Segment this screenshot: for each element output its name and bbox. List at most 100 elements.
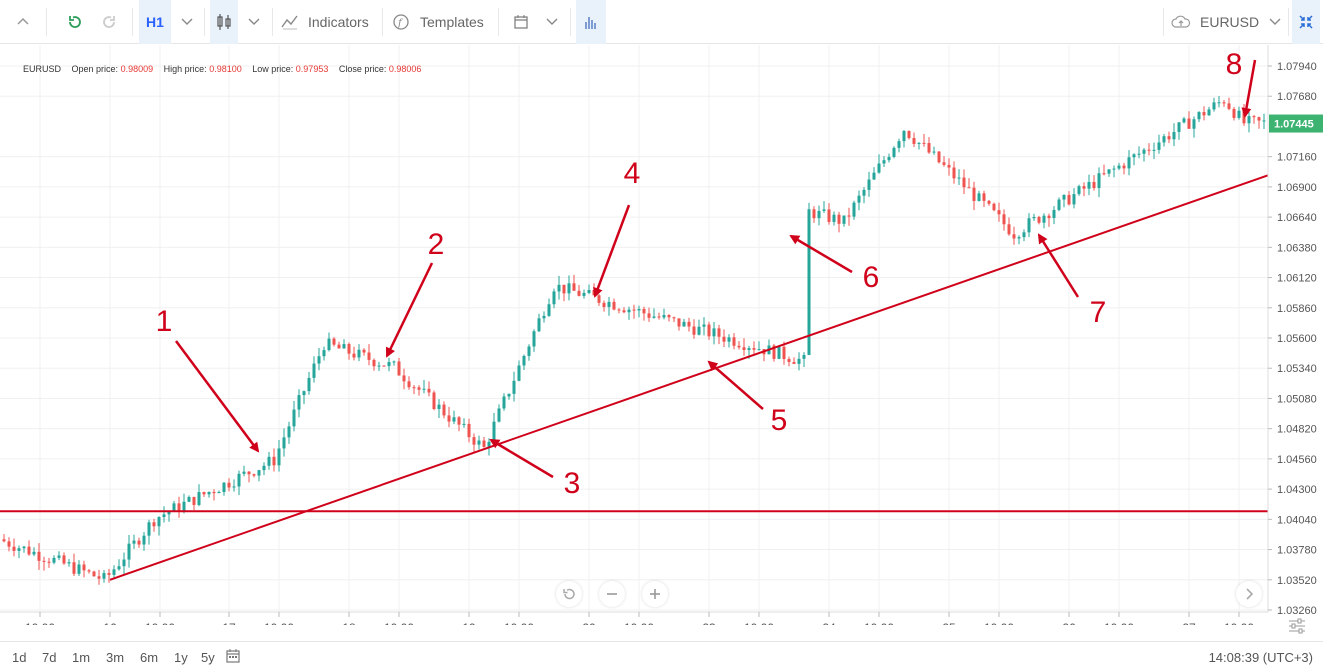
price-tick-label: 1.06120 (1277, 273, 1317, 285)
scroll-right-icon[interactable] (1236, 581, 1262, 607)
candle-body (97, 576, 101, 579)
candle-body (62, 555, 66, 564)
candle-body (1132, 154, 1136, 158)
candle-body (67, 562, 71, 564)
range-1m[interactable]: 1m (72, 650, 91, 665)
zoom-in-icon[interactable] (642, 581, 668, 607)
zoom-out-icon[interactable] (599, 581, 625, 607)
candle-body (172, 503, 176, 512)
candle-body (1092, 181, 1096, 189)
collapse-icon[interactable] (8, 0, 38, 44)
candle-body (787, 359, 791, 363)
candle-body (577, 290, 581, 296)
candle-body (1042, 215, 1046, 223)
candle-body (237, 473, 241, 487)
annotation-number: 6 (863, 261, 880, 294)
candle-body (1177, 122, 1181, 132)
candle-body (772, 345, 776, 359)
candle-body (582, 292, 586, 296)
candle-body (57, 555, 61, 558)
candle-body (1237, 110, 1241, 118)
candle-body (122, 559, 126, 567)
candle-body (1167, 136, 1171, 140)
symbol-selector[interactable]: EURUSD (1170, 0, 1286, 44)
candle-body (1062, 194, 1066, 200)
price-tick-label: 1.04300 (1277, 484, 1317, 496)
candle-body (562, 284, 566, 294)
candle-body (402, 375, 406, 382)
candle-body (1137, 153, 1141, 155)
range-1d[interactable]: 1d (12, 650, 27, 665)
candle-body (907, 131, 911, 139)
candle-body (1142, 149, 1146, 154)
candle-body (492, 421, 496, 442)
candle-body (412, 387, 416, 389)
range-7d[interactable]: 7d (42, 650, 57, 665)
templates-icon: f (393, 14, 409, 30)
candle-body (1107, 169, 1111, 174)
candle-body (1067, 194, 1071, 205)
trend-line (109, 174, 1269, 581)
candle-body (422, 388, 426, 390)
candle-body (362, 349, 366, 353)
candle-body (52, 557, 56, 563)
candle-body (352, 353, 356, 358)
candle-body (207, 491, 211, 495)
candles-icon[interactable] (210, 0, 238, 44)
candle-body (857, 195, 861, 203)
candle-body (1017, 237, 1021, 239)
candle-body (892, 147, 896, 157)
candle-body (427, 388, 431, 393)
undo-icon[interactable] (60, 0, 90, 44)
candle-body (392, 361, 396, 363)
volume-icon[interactable] (576, 0, 606, 44)
candle-body (657, 316, 661, 318)
price-tick-label: 1.05080 (1277, 393, 1317, 405)
chevron-down-icon[interactable] (243, 0, 265, 44)
reset-zoom-icon[interactable] (556, 581, 582, 607)
candle-body (27, 546, 31, 555)
templates-button[interactable]: f Templates (392, 0, 492, 44)
settings-sliders-icon[interactable] (1287, 617, 1309, 637)
candle-body (887, 156, 891, 161)
date-range-calendar-icon[interactable] (225, 648, 241, 664)
candle-body (882, 160, 886, 164)
candle-body (1162, 136, 1166, 143)
candle-body (1032, 216, 1036, 219)
range-1y[interactable]: 1y (174, 650, 188, 665)
candle-body (777, 346, 781, 359)
redo-icon[interactable] (94, 0, 124, 44)
range-6m[interactable]: 6m (140, 650, 159, 665)
chevron-down-icon[interactable] (176, 0, 198, 44)
time-tick-label: 17 (222, 621, 236, 625)
candle-body (312, 363, 316, 378)
annotation-number: 8 (1226, 48, 1243, 81)
candle-body (797, 358, 801, 364)
fullscreen-icon[interactable] (1292, 0, 1320, 44)
candle-body (822, 209, 826, 211)
candle-body (877, 163, 881, 173)
candle-body (982, 193, 986, 201)
interval-button[interactable]: H1 (139, 0, 171, 44)
range-3m[interactable]: 3m (106, 650, 125, 665)
candle-body (167, 511, 171, 515)
candle-body (567, 283, 571, 294)
indicators-button[interactable]: Indicators (280, 0, 376, 44)
calendar-icon[interactable] (508, 0, 534, 44)
candle-body (1247, 116, 1251, 124)
candle-body (842, 215, 846, 224)
candle-body (737, 345, 741, 348)
candle-body (757, 349, 761, 351)
range-5y[interactable]: 5y (201, 650, 215, 665)
candle-body (147, 522, 151, 536)
candle-body (527, 346, 531, 356)
candle-body (1002, 214, 1006, 225)
candle-body (1047, 215, 1051, 219)
chevron-down-icon[interactable] (541, 0, 563, 44)
candle-body (272, 456, 276, 466)
candle-body (1217, 102, 1221, 104)
candle-body (742, 347, 746, 351)
candle-body (347, 344, 351, 354)
